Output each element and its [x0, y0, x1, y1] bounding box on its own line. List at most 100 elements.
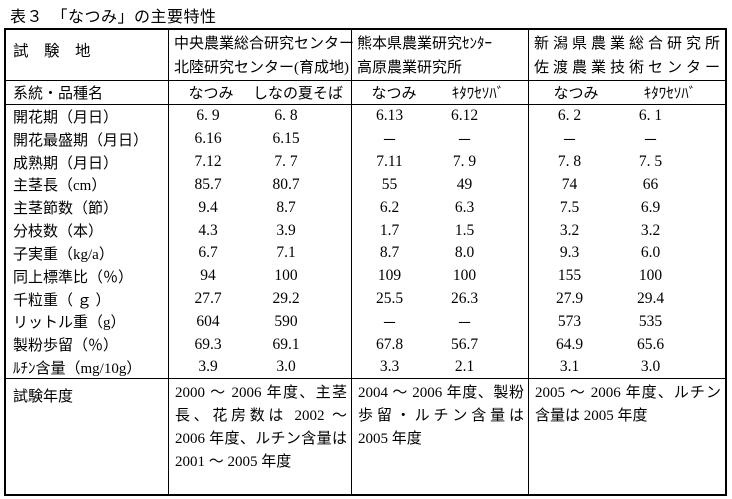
natsumi-value: 573 — [557, 312, 582, 330]
value-cell: 67.8 56.7 — [352, 333, 529, 357]
check-variety-value: 6.9 — [640, 198, 661, 216]
check-variety-value: 6. 1 — [638, 107, 663, 125]
value-cell: 7.5 6.9 — [529, 196, 725, 219]
check-variety-value: 56.7 — [450, 335, 479, 353]
check-variety-value: 100 — [638, 267, 663, 285]
natsumi-value: 85.7 — [194, 175, 222, 193]
characteristics-table: 試 験 地 中央農業総合研究センター 北陸研究センター(育成地) 熊本県農業研究… — [4, 28, 727, 496]
check-variety-value: 7. 7 — [274, 153, 298, 171]
check-variety-value: 100 — [452, 267, 477, 285]
value-cell: －－ — [352, 310, 529, 334]
check-variety-value: 80.7 — [272, 175, 300, 193]
value-cell: 7.12 7. 7 — [169, 150, 352, 174]
site-header-cell-chuo: 中央農業総合研究センター 北陸研究センター(育成地) — [169, 30, 354, 81]
value-cell: 7. 8 7. 5 — [529, 151, 725, 174]
value-cell: 85.7 80.7 — [169, 173, 352, 197]
site-name-line2: 北陸研究センター(育成地) — [174, 60, 349, 76]
natsumi-value: 7.11 — [376, 153, 403, 171]
variety-row-label: 系統・品種名 — [6, 81, 169, 105]
value-cell: －－ — [529, 128, 725, 151]
site-name-line2: 高原農業研究所 — [357, 60, 463, 76]
value-cell: 55 49 — [352, 173, 529, 197]
check-variety-value: 26.3 — [450, 290, 479, 308]
value-cell: 1.7 1.5 — [352, 219, 529, 242]
value-cell: 3.9 3.0 — [169, 356, 352, 379]
natsumi-value: 155 — [557, 267, 582, 285]
natsumi-value: 6.13 — [375, 107, 404, 125]
value-cell: 109 100 — [352, 264, 529, 288]
check-variety-value: － — [456, 314, 473, 332]
check-variety-value: 29.2 — [272, 290, 300, 308]
check-variety-value: － — [456, 132, 473, 150]
years-note-cell: 2005 ～ 2006 年度、ルチン含量は 2005 年度 — [535, 385, 721, 424]
check-variety-value: 6.15 — [272, 130, 300, 148]
check-variety-value: 6. 8 — [274, 107, 298, 125]
natsumi-value: 64.9 — [555, 335, 584, 353]
check-variety: ｷﾀﾜｾｿﾊﾞ — [643, 86, 697, 102]
site-header-cell-kumamoto: 熊本県農業研究ｾﾝﾀｰ 高原農業研究所 — [352, 30, 529, 81]
check-variety-value: 7. 5 — [638, 153, 663, 171]
natsumi-value: － — [381, 132, 398, 150]
natsumi-value: 7.12 — [194, 153, 222, 171]
value-cell: 9.4 8.7 — [169, 196, 352, 220]
check-variety-value: 100 — [274, 267, 298, 285]
value-cell: 6.16 6.15 — [169, 127, 352, 151]
check-variety-value: － — [642, 132, 659, 150]
natsumi-value: 6.16 — [194, 130, 222, 148]
check-variety-value: 590 — [274, 312, 298, 330]
natsumi-value: 6.2 — [379, 198, 400, 216]
row-label: 子実重（kg/a） — [6, 242, 169, 265]
check-variety-value: 69.1 — [272, 335, 300, 353]
value-cell: 6. 9 6. 8 — [169, 105, 352, 128]
natsumi-value: 27.7 — [194, 290, 222, 308]
row-label: 同上標準比（％） — [6, 264, 169, 288]
variety-cell: なつみ しなの夏そば — [169, 81, 352, 105]
natsumi-value: 9.3 — [559, 244, 580, 262]
site-name-line2: 佐渡農業技術センター — [534, 60, 720, 76]
value-cell: 69.3 69.1 — [169, 333, 352, 357]
row-label: ﾙﾁﾝ含量（mg/10g） — [6, 356, 169, 379]
value-cell: 27.9 29.4 — [529, 288, 725, 311]
row-label: 千粒重（ ｇ ） — [6, 287, 169, 311]
check-variety-value: 29.4 — [636, 290, 665, 308]
check-variety-value: 6.0 — [640, 244, 661, 262]
value-cell: 9.3 6.0 — [529, 242, 725, 265]
value-cell: 25.5 26.3 — [352, 287, 529, 311]
natsumi-value: 4.3 — [198, 221, 218, 239]
years-row-label: 試験年度 — [6, 379, 169, 494]
natsumi-value: － — [381, 314, 398, 332]
value-cell: 74 66 — [529, 174, 725, 197]
natsumi-value: 9.4 — [198, 198, 218, 216]
years-note-cell: 2000 ～ 2006 年度、主茎長、花房数は 2002 ～ 2006 年度、ル… — [169, 379, 352, 494]
check-variety-value: 6.3 — [454, 198, 475, 216]
natsumi-value: 8.7 — [379, 244, 400, 262]
natsumi-value: 55 — [381, 175, 398, 193]
variety-cell: なつみ ｷﾀﾜｾｿﾊﾞ — [352, 81, 529, 105]
value-cell: 27.7 29.2 — [169, 287, 352, 311]
corner-header-cell: 試 験 地 — [6, 30, 169, 81]
natsumi-value: 27.9 — [555, 290, 584, 308]
natsumi-value: 3.2 — [559, 221, 580, 239]
years-note-cell: 2004 ～ 2006 年度、製粉歩留・ルチン含量は 2005 年度 — [352, 379, 529, 494]
natsumi-variety: なつみ — [371, 86, 417, 102]
natsumi-variety: なつみ — [188, 86, 234, 102]
natsumi-value: － — [561, 132, 578, 150]
natsumi-value: 67.8 — [375, 335, 404, 353]
row-label: 主茎節数（節） — [6, 196, 169, 220]
natsumi-value: 69.3 — [194, 335, 222, 353]
natsumi-value: 7. 8 — [557, 153, 582, 171]
row-label: 主茎長（cm） — [6, 173, 169, 197]
value-cell: 4.3 3.9 — [169, 219, 352, 242]
natsumi-value: 3.1 — [559, 358, 580, 376]
value-cell: －－ — [352, 127, 529, 151]
variety-cell: なつみ ｷﾀﾜｾｿﾊﾞ — [529, 81, 725, 105]
value-cell: 573 535 — [529, 311, 725, 334]
natsumi-value: 6. 2 — [557, 107, 582, 125]
value-cell: 7.11 7. 9 — [352, 150, 529, 174]
natsumi-variety: なつみ — [553, 86, 599, 102]
check-variety-value: 3.0 — [640, 358, 661, 376]
value-cell: 3.2 3.2 — [529, 219, 725, 242]
check-variety-value: 1.5 — [454, 221, 475, 239]
natsumi-value: 94 — [200, 267, 216, 285]
